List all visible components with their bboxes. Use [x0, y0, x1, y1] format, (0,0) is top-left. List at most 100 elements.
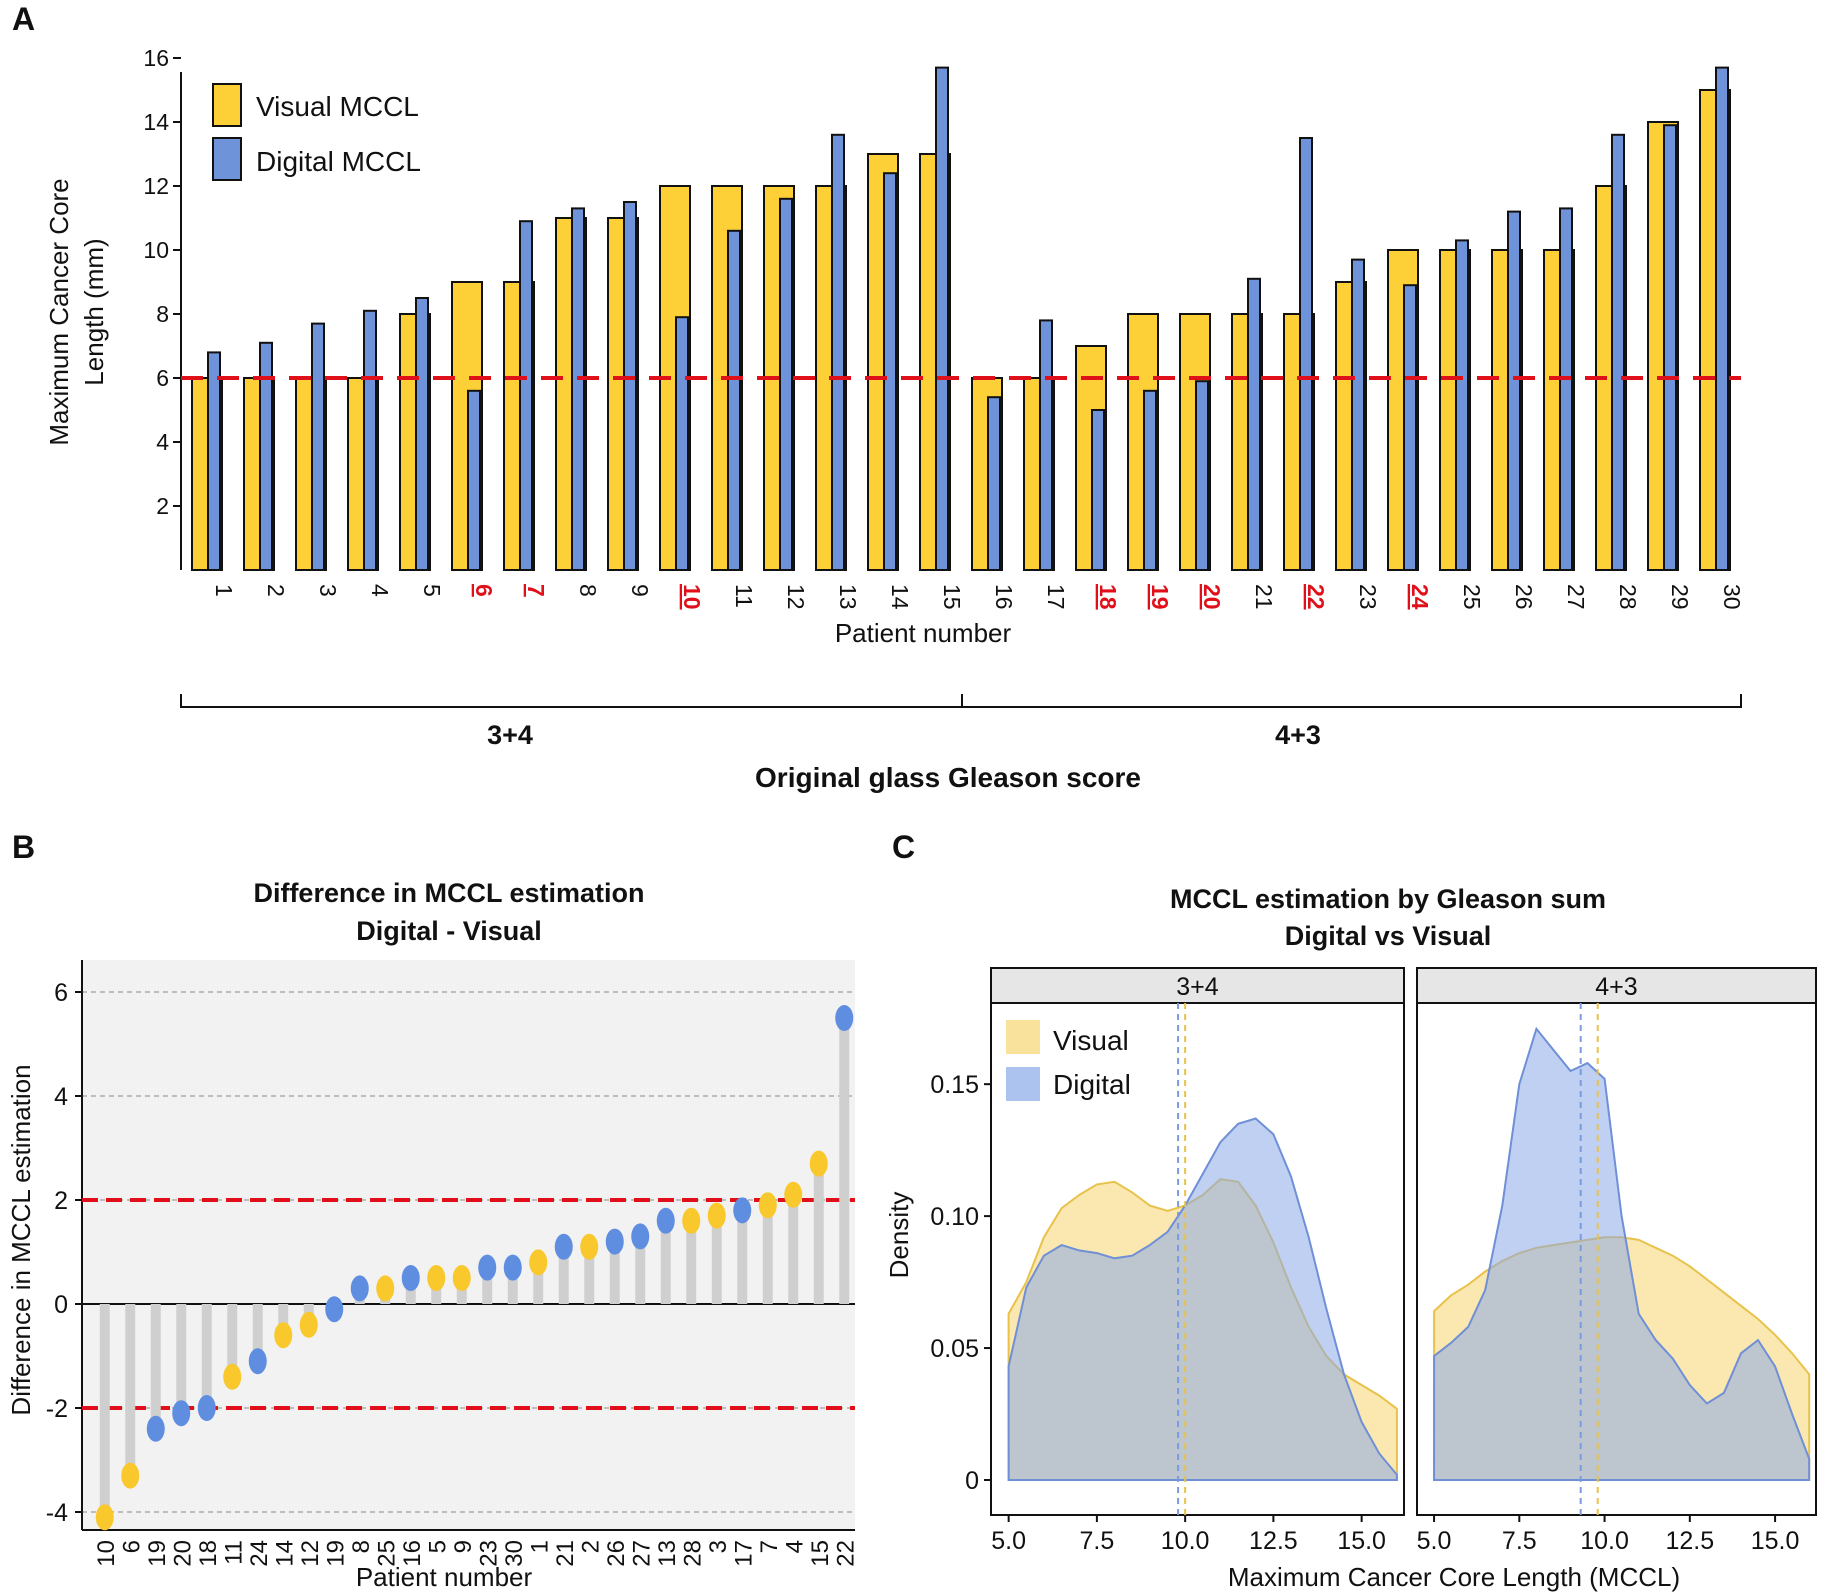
lollipop-point-patient-12: [299, 1311, 318, 1338]
facet-header: [990, 967, 1405, 1004]
lollipop-point-patient-15: [809, 1150, 828, 1177]
x-tick-patient-24: 24: [1407, 584, 1433, 610]
x-tick-patient-7: 7: [756, 1540, 783, 1553]
lollipop-point-patient-9: [452, 1265, 471, 1291]
gleason-group-axis: 3+4 4+3 Original glass Gleason score: [180, 694, 1742, 793]
x-tick-patient-16: 16: [399, 1540, 426, 1567]
lollipop-point-patient-3: [707, 1202, 726, 1229]
y-tick-label: 0.10: [930, 1203, 979, 1231]
bar-digital-patient-15: [935, 66, 949, 571]
y-tick-label: 0: [965, 1467, 979, 1495]
legend-visual-swatch: [212, 83, 242, 127]
x-tick-patient-28: 28: [1615, 584, 1641, 610]
lollipop-point-patient-10: [95, 1504, 114, 1531]
bar-digital-patient-4: [363, 309, 377, 571]
panel-c-x-axis-label: Maximum Cancer Core Length (MCCL): [1228, 1562, 1680, 1592]
density-digital-3+4: [1007, 1117, 1398, 1481]
x-tick-patient-15: 15: [807, 1540, 834, 1567]
x-tick-patient-12: 12: [783, 584, 809, 610]
x-tick-label: 10.0: [1580, 1527, 1629, 1555]
x-tick-label: 12.5: [1665, 1527, 1714, 1555]
x-tick-patient-6: 6: [471, 584, 497, 597]
y-tick-label: -4: [46, 1499, 68, 1527]
facet-header: [1416, 967, 1817, 1004]
bar-digital-patient-3: [311, 322, 325, 571]
x-tick-patient-8: 8: [575, 584, 601, 597]
legend-density-digital-label: Digital: [1053, 1069, 1131, 1100]
panel-b-plot-area: [82, 960, 855, 1530]
lollipop-point-patient-20: [172, 1400, 191, 1427]
y-tick-label: 2: [54, 1187, 68, 1215]
lollipop-point-patient-27: [631, 1223, 650, 1250]
panel-c-y-axis: 0 0.05 0.10 0.15: [930, 1071, 991, 1495]
y-tick-label: 2: [156, 493, 169, 519]
y-tick-label: 6: [156, 365, 169, 391]
x-tick-patient-20: 20: [169, 1540, 196, 1567]
bar-digital-patient-16: [987, 396, 1001, 572]
x-tick-patient-18: 18: [1095, 584, 1121, 610]
y-tick-label: 6: [54, 979, 68, 1007]
panel-a-y-axis-label-line1: Maximum Cancer Core: [44, 178, 74, 445]
legend-density-visual-label: Visual: [1053, 1025, 1129, 1056]
lollipop-point-patient-24: [248, 1348, 267, 1375]
panel-b-lollipop-chart: Difference in MCCL estimation Digital - …: [6, 878, 859, 1592]
lollipop-point-patient-11: [223, 1363, 242, 1390]
bar-digital-patient-30: [1715, 66, 1729, 571]
facet-label: 4+3: [1595, 973, 1637, 1001]
facet-3+4: 3+4 5.0 7.5 10.0 12.5 15.0: [990, 967, 1405, 1555]
y-tick-label: 4: [54, 1083, 68, 1111]
x-tick-patient-15: 15: [939, 584, 965, 610]
x-tick-patient-3: 3: [705, 1540, 732, 1553]
legend-density-visual-swatch: [1006, 1020, 1040, 1054]
x-tick-patient-27: 27: [1563, 584, 1589, 610]
x-tick-patient-22: 22: [832, 1540, 859, 1567]
panel-b-title-line2: Digital - Visual: [356, 916, 542, 946]
bar-digital-patient-7: [519, 220, 533, 571]
lollipop-point-patient-17: [733, 1197, 752, 1224]
x-tick-patient-1: 1: [526, 1540, 553, 1553]
panel-c-title-line2: Digital vs Visual: [1285, 921, 1492, 951]
x-tick-patient-26: 26: [603, 1540, 630, 1567]
legend-digital-swatch: [212, 137, 242, 181]
panel-b-lollipops: [82, 1005, 855, 1531]
x-tick-patient-19: 19: [322, 1540, 349, 1567]
panel-c-y-axis-label: Density: [884, 1192, 914, 1279]
lollipop-point-patient-16: [401, 1265, 420, 1291]
x-tick-label: 15.0: [1751, 1527, 1800, 1555]
y-tick-label: 14: [143, 109, 169, 135]
x-tick-patient-1: 1: [211, 584, 237, 597]
x-tick-patient-11: 11: [731, 584, 757, 608]
bar-digital-patient-1: [207, 351, 221, 571]
panel-b-title-line1: Difference in MCCL estimation: [253, 878, 644, 908]
bar-digital-patient-13: [831, 133, 845, 572]
y-tick-label: 10: [143, 237, 169, 263]
y-tick-label: 0.05: [930, 1335, 979, 1363]
x-tick-patient-23: 23: [475, 1540, 502, 1567]
x-tick-patient-21: 21: [1251, 584, 1277, 610]
y-tick-label: 4: [156, 429, 169, 455]
x-tick-patient-3: 3: [315, 584, 341, 597]
x-tick-patient-13: 13: [835, 584, 861, 610]
lollipop-point-patient-4: [784, 1181, 803, 1208]
x-tick-patient-2: 2: [577, 1540, 604, 1553]
gleason-axis-title: Original glass Gleason score: [755, 762, 1141, 793]
x-tick-patient-21: 21: [552, 1540, 579, 1567]
x-tick-patient-13: 13: [654, 1540, 681, 1567]
bar-digital-patient-19: [1143, 389, 1157, 571]
lollipop-point-patient-26: [605, 1228, 624, 1255]
panel-b-gridlines: [82, 960, 855, 1530]
panel-a-y-axis-label-line2: Length (mm): [79, 238, 109, 385]
x-tick-patient-9: 9: [627, 584, 653, 597]
x-tick-patient-7: 7: [523, 584, 549, 597]
x-tick-patient-19: 19: [1147, 584, 1173, 610]
y-tick-label: -2: [46, 1395, 68, 1423]
x-tick-label: 10.0: [1161, 1527, 1210, 1555]
bar-digital-patient-10: [675, 316, 689, 572]
group-label-3plus4: 3+4: [487, 720, 533, 750]
x-tick-patient-25: 25: [1459, 584, 1485, 610]
x-tick-patient-27: 27: [628, 1540, 655, 1567]
panel-b-x-ticks: 1061920181124141219825165923301212262713…: [93, 1540, 860, 1567]
x-tick-patient-4: 4: [781, 1540, 808, 1553]
x-tick-patient-9: 9: [450, 1540, 477, 1553]
